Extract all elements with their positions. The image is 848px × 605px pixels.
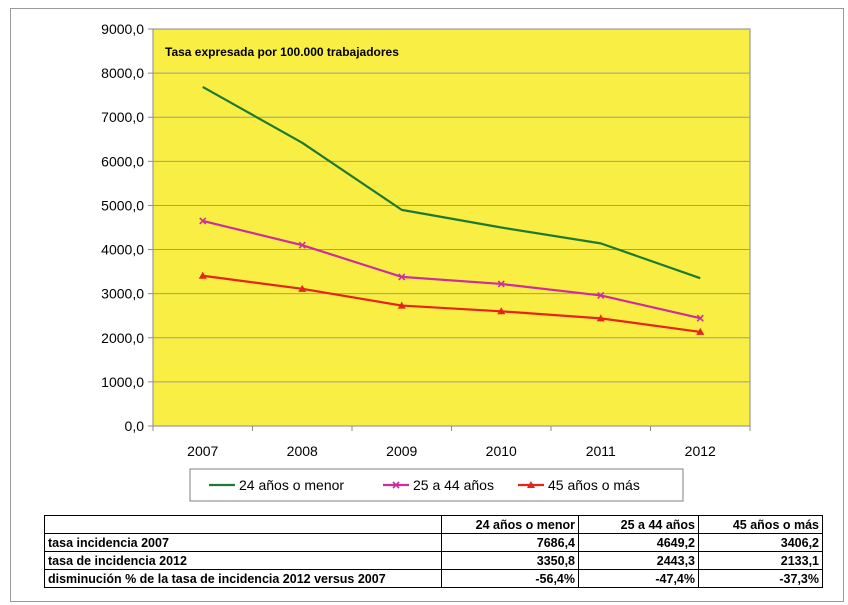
- table-header-row: 24 años o menor 25 a 44 años 45 años o m…: [44, 515, 823, 534]
- line-chart: 0,0 1000,0 2000,0 3000,0 4000,0 5000,0 6000,0 7…: [101, 21, 751, 502]
- x-tick-label: 2007: [187, 443, 218, 459]
- series-lines: [198, 85, 705, 335]
- legend-box: [189, 468, 684, 502]
- data-table: 24 años o menor 25 a 44 años 45 años o m…: [44, 515, 823, 588]
- x-tick-label: 2010: [486, 443, 517, 459]
- data-point: [199, 217, 207, 225]
- row-label: tasa incidencia 2007: [44, 533, 442, 552]
- table-header-cell: 25 a 44 años: [578, 515, 699, 534]
- y-tick-label: 0,0: [125, 418, 145, 434]
- legend-label: 25 a 44 años: [413, 477, 494, 493]
- table-cell: 7686,4: [441, 533, 579, 552]
- data-point: [392, 481, 400, 489]
- y-tick-label: 7000,0: [101, 109, 144, 125]
- legend-label: 45 años o más: [548, 477, 640, 493]
- series-line: [202, 85, 701, 280]
- data-point: [696, 314, 704, 322]
- y-tick-label: 6000,0: [101, 153, 144, 169]
- legend: 24 años o menor 25 a 44 años 45 años o más: [209, 477, 640, 493]
- series-line: [202, 274, 701, 333]
- legend-label: 24 años o menor: [239, 477, 344, 493]
- plot-area: [152, 28, 751, 427]
- table-cell: 4649,2: [578, 533, 699, 552]
- row-label: tasa de incidencia 2012: [44, 551, 442, 570]
- y-tick-label: 2000,0: [101, 330, 144, 346]
- x-tick-label: 2009: [386, 443, 417, 459]
- data-point: [497, 307, 506, 315]
- y-tick-label: 9000,0: [101, 21, 144, 37]
- x-axis-ticks: 2007 2008 2009 2010 2011 2012: [152, 426, 751, 459]
- x-tick-label: 2011: [586, 443, 616, 459]
- data-point: [198, 271, 207, 279]
- table-header-cell: 24 años o menor: [441, 515, 579, 534]
- series-line: [202, 219, 701, 320]
- chart-annotation: Tasa expresada por 100.000 trabajadores: [165, 45, 399, 59]
- data-point: [397, 301, 406, 309]
- data-point: [596, 314, 605, 322]
- x-tick-label: 2008: [287, 443, 318, 459]
- table-cell: -47,4%: [578, 569, 699, 588]
- table-row: tasa de incidencia 2012 3350,8 2443,3 21…: [44, 551, 823, 570]
- table-cell: 2133,1: [698, 551, 823, 570]
- data-point: [398, 273, 406, 281]
- data-point: [597, 291, 605, 299]
- y-tick-label: 1000,0: [101, 374, 144, 390]
- grid-lines: [153, 72, 750, 383]
- data-point: [527, 481, 535, 488]
- y-tick-label: 8000,0: [101, 65, 144, 81]
- y-tick-label: 5000,0: [101, 197, 144, 213]
- data-point: [696, 327, 705, 335]
- data-point: [298, 284, 307, 292]
- table-cell: -37,3%: [698, 569, 823, 588]
- x-tick-label: 2012: [685, 443, 716, 459]
- table-header-cell: 45 años o más: [698, 515, 823, 534]
- table-cell: 2443,3: [578, 551, 699, 570]
- table-cell: -56,4%: [441, 569, 579, 588]
- table-row: tasa incidencia 2007 7686,4 4649,2 3406,…: [44, 533, 823, 552]
- table-cell: 3406,2: [698, 533, 823, 552]
- table-cell: 3350,8: [441, 551, 579, 570]
- data-point: [298, 241, 306, 249]
- table-header-empty: [44, 515, 442, 534]
- y-axis-ticks: 0,0 1000,0 2000,0 3000,0 4000,0 5000,0 6000,0 7…: [101, 21, 153, 434]
- data-point: [497, 280, 505, 288]
- row-label: disminución % de la tasa de incidencia 2…: [44, 569, 442, 588]
- y-tick-label: 4000,0: [101, 242, 144, 258]
- table-row: disminución % de la tasa de incidencia 2…: [44, 569, 823, 588]
- y-tick-label: 3000,0: [101, 286, 144, 302]
